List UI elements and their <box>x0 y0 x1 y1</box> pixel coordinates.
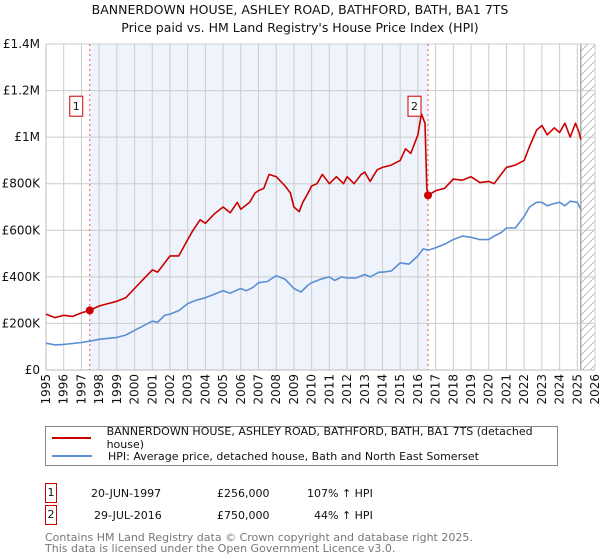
x-tick-label: 2004 <box>198 374 212 405</box>
x-tick-label: 2011 <box>322 374 336 405</box>
footer-copyright: Contains HM Land Registry data © Crown c… <box>45 531 473 544</box>
sale-point <box>423 191 432 200</box>
sale-date: 20-JUN-1997 <box>91 487 162 500</box>
sale-row: 1 20-JUN-1997 £256,000 107% ↑ HPI <box>45 483 445 505</box>
legend: BANNERDOWN HOUSE, ASHLEY ROAD, BATHFORD,… <box>45 425 558 466</box>
x-tick-label: 2009 <box>287 374 301 405</box>
sale-hpi-change: 107% ↑ HPI <box>307 487 373 500</box>
x-tick-label: 2016 <box>411 374 425 405</box>
y-tick-label: £1.2M <box>3 84 40 98</box>
future-hatch <box>580 44 595 370</box>
x-tick-label: 2014 <box>375 374 389 405</box>
x-tick-label: 2019 <box>464 374 478 405</box>
x-tick-label: 1995 <box>39 374 53 405</box>
x-tick-label: 2002 <box>163 374 177 405</box>
x-tick-label: 2008 <box>269 374 283 405</box>
legend-line-red <box>52 437 91 439</box>
sale-label-number: 1 <box>73 100 80 113</box>
x-tick-label: 2018 <box>446 374 460 405</box>
property-price-line <box>45 113 582 319</box>
sale-point <box>85 306 94 315</box>
sale-label-number: 2 <box>411 100 418 113</box>
footer-licence: This data is licensed under the Open Gov… <box>45 542 396 555</box>
x-tick-label: 1998 <box>92 374 106 405</box>
x-tick-label: 1999 <box>110 374 124 405</box>
sale-label-box <box>407 95 422 117</box>
y-tick-label: £0 <box>25 363 40 377</box>
x-tick-label: 2017 <box>429 374 443 405</box>
footer: Contains HM Land Registry data © Crown c… <box>45 532 473 554</box>
sale-badge: 1 <box>45 483 57 503</box>
price-chart: 1995 1996 1997 1998 1999 2000 2001 2002 2003 2004… <box>2 37 600 405</box>
legend-item-hpi: HPI: Average price, detached house, Bath… <box>46 448 479 464</box>
x-tick-label: 2000 <box>128 374 142 405</box>
chart-subtitle: Price paid vs. HM Land Registry's House … <box>121 20 479 35</box>
x-tick-label: 2015 <box>393 374 407 405</box>
sale-row: 2 29-JUL-2016 £750,000 44% ↑ HPI <box>45 505 445 527</box>
x-tick-label: 2025 <box>570 374 584 405</box>
y-tick-label: £600K <box>2 223 42 237</box>
x-tick-label: 2007 <box>252 374 266 405</box>
x-tick-label: 1997 <box>74 374 88 405</box>
x-tick-label: 2003 <box>181 374 195 405</box>
x-tick-label: 2012 <box>340 374 354 405</box>
hpi-line <box>45 200 582 346</box>
sale-badge: 2 <box>45 505 57 525</box>
x-tick-label: 2020 <box>482 374 496 405</box>
sale-label-box <box>69 95 84 117</box>
x-tick-label: 1996 <box>57 374 71 405</box>
x-tick-label: 2001 <box>145 374 159 405</box>
y-tick-label: £800K <box>2 177 42 191</box>
x-tick-label: 2005 <box>216 374 230 405</box>
legend-item-property: BANNERDOWN HOUSE, ASHLEY ROAD, BATHFORD,… <box>46 425 557 451</box>
sale-date: 29-JUL-2016 <box>94 509 162 522</box>
x-tick-label: 2023 <box>535 374 549 405</box>
y-tick-label: £1M <box>14 130 40 144</box>
x-tick-label: 2010 <box>305 374 319 405</box>
y-tick-label: £200K <box>2 316 42 330</box>
legend-line-blue <box>52 455 92 457</box>
x-tick-label: 2013 <box>358 374 372 405</box>
y-tick-label: £400K <box>2 270 42 284</box>
x-tick-label: 2006 <box>234 374 248 405</box>
x-tick-label: 2022 <box>517 374 531 405</box>
y-tick-label: £1.4M <box>3 37 40 51</box>
chart-title: BANNERDOWN HOUSE, ASHLEY ROAD, BATHFORD,… <box>91 2 509 17</box>
sale-price: £256,000 <box>217 487 270 500</box>
x-tick-label: 2024 <box>553 374 567 405</box>
legend-label-hpi: HPI: Average price, detached house, Bath… <box>108 449 479 463</box>
legend-label-property: BANNERDOWN HOUSE, ASHLEY ROAD, BATHFORD,… <box>106 425 533 451</box>
sale-price: £750,000 <box>217 509 270 522</box>
x-tick-label: 2021 <box>499 374 513 405</box>
sale-hpi-change: 44% ↑ HPI <box>314 509 373 522</box>
x-tick-label: 2026 <box>588 374 600 405</box>
